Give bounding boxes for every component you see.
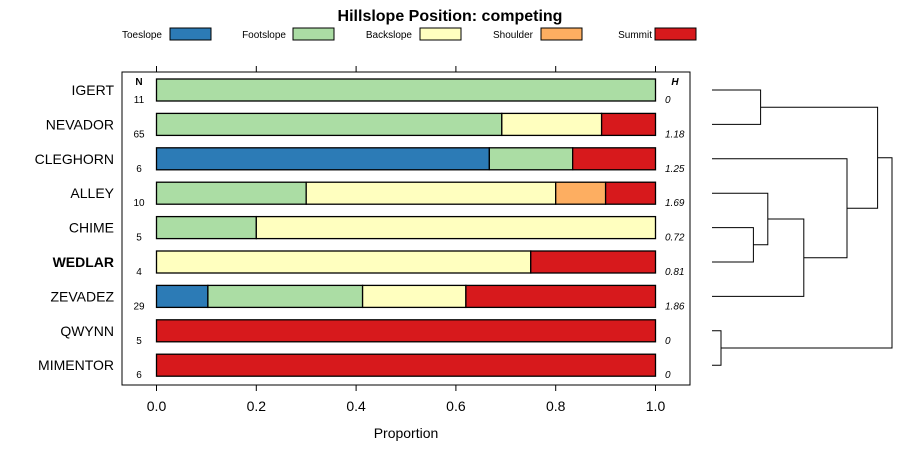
legend-swatch-footslope (292, 27, 335, 41)
bar-segment-zevadez-summit (465, 284, 657, 309)
n-value-cleghorn: 6 (136, 164, 142, 175)
n-value-alley: 10 (133, 198, 145, 209)
legend-swatch-backslope (419, 27, 462, 41)
h-value-chime: 0.72 (665, 233, 685, 244)
h-value-cleghorn: 1.25 (665, 164, 685, 175)
row-label-wedlar: WEDLAR (53, 254, 114, 270)
row-label-chime: CHIME (69, 220, 114, 236)
h-value-mimentor: 0 (665, 370, 671, 381)
legend-label-summit: Summit (618, 30, 652, 41)
dendrogram-link-2 (712, 227, 754, 263)
bar-segment-cleghorn-footslope (488, 147, 574, 171)
dendrogram-link-1 (712, 89, 762, 125)
n-value-wedlar: 4 (136, 267, 142, 278)
dendrogram-link-4 (712, 218, 805, 297)
dendrogram-link-3 (712, 192, 769, 246)
bar-row-alley (155, 181, 657, 205)
dendrogram-link-0 (712, 330, 722, 366)
x-tick-label-1: 0.2 (247, 398, 267, 414)
row-label-cleghorn: CLEGHORN (35, 151, 114, 167)
bar-segment-alley-backslope (305, 181, 557, 205)
bar-segment-cleghorn-summit (572, 147, 657, 171)
h-value-igert: 0 (665, 95, 671, 106)
x-tick-label-2: 0.4 (346, 398, 366, 414)
bar-segment-wedlar-backslope (155, 250, 532, 274)
legend-label-toeslope: Toeslope (122, 30, 162, 41)
row-label-alley: ALLEY (70, 185, 114, 201)
bar-segment-igert-footslope (155, 78, 657, 102)
n-value-chime: 5 (136, 233, 142, 244)
bar-segment-alley-footslope (155, 181, 307, 205)
row-label-igert: IGERT (71, 82, 114, 98)
h-column-header: H (671, 77, 679, 88)
bar-segment-alley-summit (604, 181, 657, 205)
x-tick-label-5: 1.0 (646, 398, 666, 414)
bar-segment-mimentor-summit (155, 353, 657, 377)
dendrogram-link-5 (712, 158, 848, 259)
bar-segment-nevador-summit (600, 112, 657, 137)
bar-row-cleghorn (155, 147, 657, 171)
bar-row-igert (155, 78, 657, 102)
row-label-qwynn: QWYNN (60, 323, 114, 339)
n-value-mimentor: 6 (136, 370, 142, 381)
bar-segment-qwynn-summit (155, 319, 657, 343)
legend-swatch-toeslope (169, 27, 212, 41)
bar-row-chime (155, 215, 657, 240)
bars (155, 78, 657, 377)
x-tick-label-0: 0.0 (147, 398, 167, 414)
legend-swatch-shoulder (540, 27, 583, 41)
legend-label-footslope: Footslope (242, 30, 286, 41)
h-value-zevadez: 1.86 (665, 301, 685, 312)
bar-segment-nevador-backslope (501, 112, 603, 137)
plot-frame (121, 71, 691, 386)
legend: Toeslope Footslope Backslope Shoulder Summit (122, 27, 697, 41)
bar-segment-cleghorn-toeslope (155, 147, 490, 171)
bar-row-qwynn (155, 319, 657, 343)
bar-row-zevadez (155, 284, 657, 309)
x-axis: 0.0 0.2 0.4 0.6 0.8 1.0 (147, 385, 666, 414)
bar-segment-wedlar-summit (530, 250, 657, 274)
h-value-nevador: 1.18 (665, 129, 685, 140)
bar-segment-nevador-footslope (155, 112, 503, 137)
bar-segment-chime-footslope (155, 215, 257, 240)
legend-label-backslope: Backslope (366, 30, 413, 41)
dendrogram (712, 89, 893, 366)
h-value-wedlar: 0.81 (665, 267, 684, 278)
x-tick-label-3: 0.6 (446, 398, 466, 414)
legend-label-shoulder: Shoulder (493, 30, 534, 41)
top-axis-ticks (156, 66, 656, 72)
n-value-nevador: 65 (133, 129, 145, 140)
bar-row-nevador (155, 112, 657, 137)
n-value-zevadez: 29 (133, 301, 145, 312)
bar-segment-zevadez-backslope (361, 284, 467, 309)
h-value-qwynn: 0 (665, 336, 671, 347)
dendrogram-link-7 (721, 157, 893, 349)
bar-segment-zevadez-footslope (207, 284, 364, 309)
row-label-zevadez: ZEVADEZ (50, 288, 114, 304)
row-label-nevador: NEVADOR (46, 116, 114, 132)
bar-segment-chime-backslope (255, 215, 657, 240)
x-tick-label-4: 0.8 (546, 398, 566, 414)
legend-swatch-summit (654, 27, 697, 41)
bar-segment-alley-shoulder (555, 181, 607, 205)
bar-segment-zevadez-toeslope (155, 284, 209, 309)
dendrogram-link-6 (760, 106, 879, 209)
n-value-qwynn: 5 (136, 336, 142, 347)
bar-row-mimentor (155, 353, 657, 377)
x-axis-label: Proportion (374, 425, 439, 441)
n-value-igert: 11 (134, 95, 145, 106)
n-column-header: N (135, 77, 142, 88)
h-value-alley: 1.69 (665, 198, 685, 209)
bar-row-wedlar (155, 250, 657, 274)
chart-title: Hillslope Position: competing (338, 8, 563, 25)
row-label-mimentor: MIMENTOR (38, 357, 114, 373)
